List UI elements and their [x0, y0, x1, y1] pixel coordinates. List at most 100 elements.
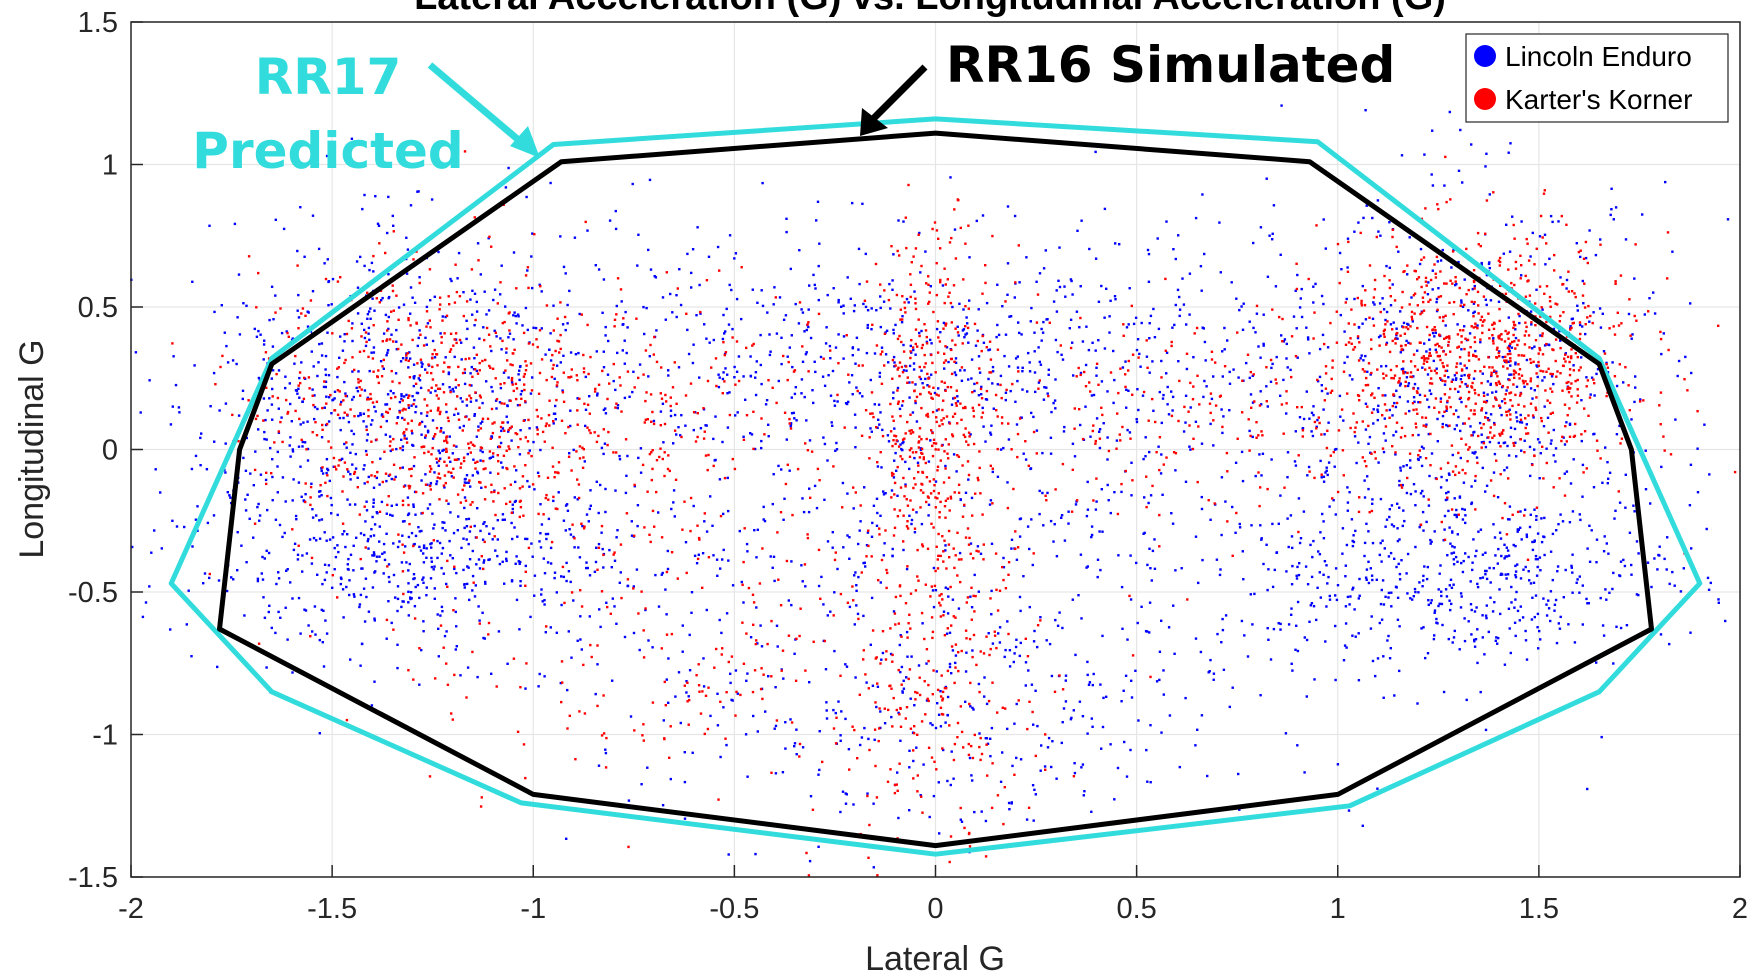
data-point	[1523, 334, 1526, 337]
data-point	[419, 422, 422, 425]
data-point	[431, 357, 434, 360]
data-point	[833, 591, 836, 594]
data-point	[1565, 381, 1568, 385]
data-point	[632, 631, 636, 635]
data-point	[1433, 634, 1436, 637]
data-point	[942, 610, 946, 613]
data-point	[1168, 714, 1172, 717]
data-point	[576, 498, 579, 501]
data-point	[864, 305, 868, 309]
data-point	[380, 375, 384, 378]
data-point	[641, 463, 645, 467]
data-point	[1149, 314, 1153, 318]
data-point	[440, 427, 443, 430]
data-point	[405, 441, 409, 444]
data-point	[440, 566, 443, 570]
data-point	[719, 567, 722, 570]
data-point	[370, 261, 374, 265]
data-point	[524, 687, 527, 690]
data-point	[1525, 533, 1528, 536]
data-point	[1469, 425, 1472, 428]
data-point	[708, 341, 711, 344]
data-point	[1365, 522, 1368, 525]
data-point	[349, 408, 352, 411]
data-point	[487, 237, 490, 240]
data-point	[1097, 339, 1100, 342]
data-point	[317, 361, 320, 364]
data-point	[297, 544, 300, 547]
data-point	[213, 310, 216, 314]
data-point	[807, 325, 810, 329]
data-point	[455, 571, 458, 575]
data-point	[1266, 627, 1269, 630]
data-point	[1663, 449, 1666, 452]
data-point	[1491, 610, 1495, 613]
data-point	[673, 413, 677, 417]
data-point	[1519, 254, 1522, 257]
data-point	[865, 681, 868, 684]
data-point	[372, 351, 376, 354]
data-point	[1394, 453, 1397, 456]
data-point	[414, 585, 417, 589]
data-point	[1353, 435, 1357, 438]
data-point	[925, 662, 928, 665]
data-point	[1564, 353, 1567, 356]
data-point	[1517, 403, 1520, 406]
data-point	[465, 319, 468, 322]
data-point	[446, 559, 449, 563]
data-point	[1399, 436, 1403, 439]
data-point	[1570, 566, 1573, 569]
data-point	[1161, 493, 1164, 496]
data-point	[277, 369, 281, 372]
data-point	[1465, 698, 1468, 702]
data-point	[409, 204, 413, 207]
data-point	[935, 327, 939, 331]
data-point	[712, 554, 715, 557]
data-point	[1614, 509, 1617, 512]
data-point	[560, 419, 564, 422]
data-point	[1561, 520, 1565, 523]
data-point	[1489, 581, 1492, 584]
data-point	[1344, 301, 1347, 304]
data-point	[481, 417, 485, 420]
data-point	[1279, 494, 1282, 497]
data-point	[543, 572, 547, 575]
data-point	[479, 273, 482, 276]
data-point	[1370, 509, 1374, 513]
data-point	[1146, 248, 1150, 252]
data-point	[1449, 405, 1452, 409]
data-point	[373, 475, 377, 478]
data-point	[1106, 390, 1109, 393]
data-point	[821, 375, 825, 378]
data-point	[851, 201, 854, 205]
data-point	[424, 436, 427, 439]
data-point	[1598, 307, 1602, 310]
data-point	[878, 371, 882, 375]
data-point	[501, 466, 504, 469]
data-point	[1602, 634, 1606, 637]
data-point	[1312, 301, 1315, 304]
data-point	[1382, 372, 1385, 375]
data-point	[880, 346, 884, 349]
data-point	[1334, 624, 1337, 628]
data-point	[320, 518, 324, 521]
data-point	[1114, 242, 1117, 245]
data-point	[876, 465, 880, 468]
data-point	[1364, 354, 1367, 358]
data-point	[646, 766, 649, 769]
data-point	[832, 708, 835, 712]
data-point	[649, 268, 653, 271]
data-point	[1717, 324, 1720, 327]
data-point	[834, 449, 837, 452]
data-point	[467, 418, 471, 421]
data-point	[731, 327, 734, 331]
data-point	[324, 619, 327, 622]
data-point	[805, 419, 808, 422]
data-point	[1339, 313, 1342, 317]
data-point	[1394, 342, 1397, 345]
data-point	[1022, 452, 1025, 455]
data-point	[1071, 598, 1074, 601]
data-point	[626, 584, 630, 588]
data-point	[959, 498, 962, 502]
data-point	[396, 597, 400, 601]
